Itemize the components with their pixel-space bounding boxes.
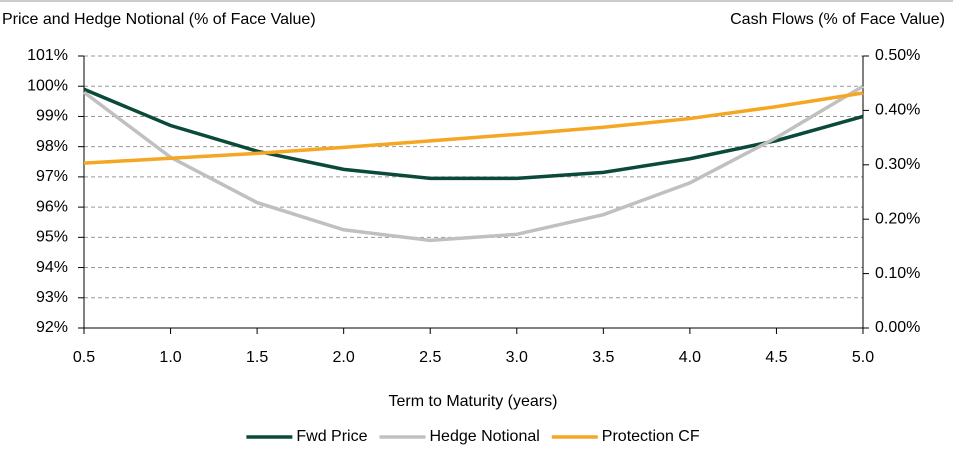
series-line [83, 87, 864, 181]
y2-tick-label: 0.50% [875, 47, 920, 64]
legend-label: Hedge Notional [430, 428, 540, 445]
y-tick-label: 101% [27, 47, 68, 64]
y-tick-label: 99% [36, 108, 68, 125]
x-tick-label: 3.0 [506, 349, 528, 366]
y-tick-label: 92% [36, 319, 68, 336]
x-tick-label: 4.0 [679, 349, 701, 366]
y-tick-label: 97% [36, 168, 68, 185]
y-tick-label: 94% [36, 259, 68, 276]
y2-tick-label: 0.20% [875, 210, 920, 227]
y2-tick-label: 0.30% [875, 156, 920, 173]
y2-axis-label: Cash Flows (% of Face Value) [730, 11, 945, 28]
series-line [83, 91, 864, 165]
y-tick-label: 93% [36, 289, 68, 306]
y2-tick-label: 0.10% [875, 265, 920, 282]
y-tick-label: 96% [36, 198, 68, 215]
y2-tick-label: 0.40% [875, 102, 920, 119]
y2-tick-label: 0.00% [875, 319, 920, 336]
x-tick-label: 1.0 [159, 349, 181, 366]
x-tick-label: 0.5 [73, 349, 95, 366]
x-axis-label: Term to Maturity (years) [389, 393, 558, 410]
y-axis-label: Price and Hedge Notional (% of Face Valu… [2, 11, 316, 28]
y-tick-label: 95% [36, 229, 68, 246]
legend-label: Protection CF [602, 428, 700, 445]
x-tick-label: 3.5 [592, 349, 614, 366]
x-tick-label: 2.0 [333, 349, 355, 366]
series-line [82, 84, 864, 243]
x-tick-label: 2.5 [419, 349, 441, 366]
x-tick-label: 1.5 [246, 349, 268, 366]
x-tick-label: 5.0 [852, 349, 874, 366]
legend-label: Fwd Price [296, 428, 367, 445]
y-tick-label: 100% [27, 77, 68, 94]
y-tick-label: 98% [36, 138, 68, 155]
x-tick-label: 4.5 [765, 349, 787, 366]
